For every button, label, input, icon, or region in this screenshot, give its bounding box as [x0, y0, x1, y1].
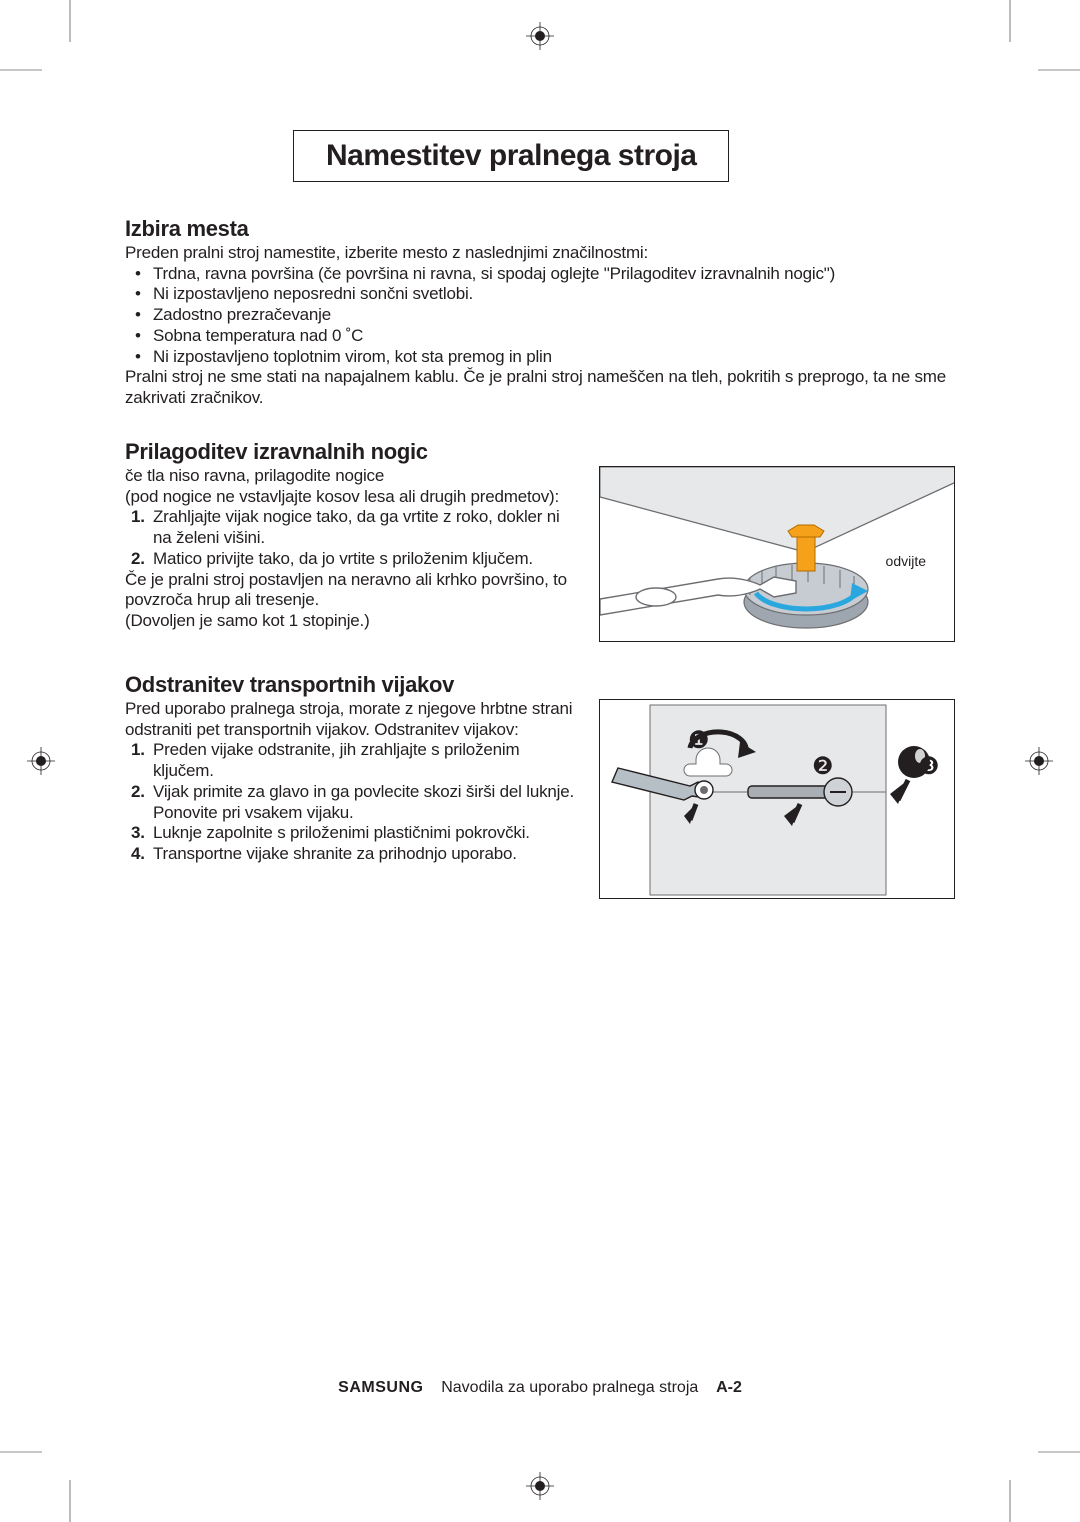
- section-heading: Odstranitev transportnih vijakov: [125, 672, 955, 698]
- section-outro: (Dovoljen je samo kot 1 stopinje.): [125, 611, 581, 632]
- footer-brand: SAMSUNG: [338, 1379, 423, 1396]
- section-intro: (pod nogice ne vstavljajte kosov lesa al…: [125, 487, 581, 508]
- list-item: Zadostno prezračevanje: [153, 305, 955, 326]
- section-location: Izbira mesta Preden pralni stroj namesti…: [125, 216, 955, 409]
- registration-mark-icon: [526, 22, 554, 50]
- page-title-box: Namestitev pralnega stroja: [293, 130, 729, 182]
- numbered-list: Zrahljajte vijak nogice tako, da ga vrti…: [153, 507, 581, 569]
- list-item: Ni izpostavljeno neposredni sončni svetl…: [153, 284, 955, 305]
- list-item: Luknje zapolnite s priloženimi plastični…: [153, 823, 581, 844]
- footer-page-number: A-2: [716, 1379, 742, 1396]
- callout-1: ❶: [688, 726, 710, 755]
- list-item: Transportne vijake shranite za prihodnjo…: [153, 844, 581, 865]
- list-item: Vijak primite za glavo in ga povlecite s…: [153, 782, 581, 823]
- section-heading: Izbira mesta: [125, 216, 955, 242]
- list-item: Sobna temperatura nad 0 ˚C: [153, 326, 955, 347]
- figure-levelling-foot: odvijte: [599, 466, 955, 642]
- section-outro: Pralni stroj ne sme stati na napajalnem …: [125, 367, 955, 408]
- registration-mark-icon: [1025, 747, 1053, 775]
- list-item: Zrahljajte vijak nogice tako, da ga vrti…: [153, 507, 581, 548]
- section-intro: Preden pralni stroj namestite, izberite …: [125, 243, 955, 264]
- callout-2: ❷: [812, 752, 834, 781]
- section-outro: Če je pralni stroj postavljen na neravno…: [125, 570, 581, 611]
- footer-text: Navodila za uporabo pralnega stroja: [441, 1379, 698, 1396]
- section-levelling: Prilagoditev izravnalnih nogic če tla ni…: [125, 439, 955, 642]
- page-title: Namestitev pralnega stroja: [326, 139, 696, 173]
- figure-label: odvijte: [886, 553, 926, 569]
- list-item: Matico privijte tako, da jo vrtite s pri…: [153, 549, 581, 570]
- list-item: Preden vijake odstranite, jih zrahljajte…: [153, 740, 581, 781]
- numbered-list: Preden vijake odstranite, jih zrahljajte…: [153, 740, 581, 864]
- list-item: Ni izpostavljeno toplotnim virom, kot st…: [153, 347, 955, 368]
- section-intro: Pred uporabo pralnega stroja, morate z n…: [125, 699, 581, 740]
- bullet-list: Trdna, ravna površina (če površina ni ra…: [153, 264, 955, 368]
- page-footer: SAMSUNG Navodila za uporabo pralnega str…: [0, 1379, 1080, 1397]
- registration-mark-icon: [27, 747, 55, 775]
- list-item: Trdna, ravna površina (če površina ni ra…: [153, 264, 955, 285]
- section-transit-bolts: Odstranitev transportnih vijakov Pred up…: [125, 672, 955, 899]
- page-content: Namestitev pralnega stroja Izbira mesta …: [125, 130, 955, 929]
- registration-mark-icon: [526, 1472, 554, 1500]
- section-intro: če tla niso ravna, prilagodite nogice: [125, 466, 581, 487]
- callout-3: ❸: [918, 752, 940, 781]
- section-heading: Prilagoditev izravnalnih nogic: [125, 439, 955, 465]
- figure-transit-bolts: ❶ ❷ ❸: [599, 699, 955, 899]
